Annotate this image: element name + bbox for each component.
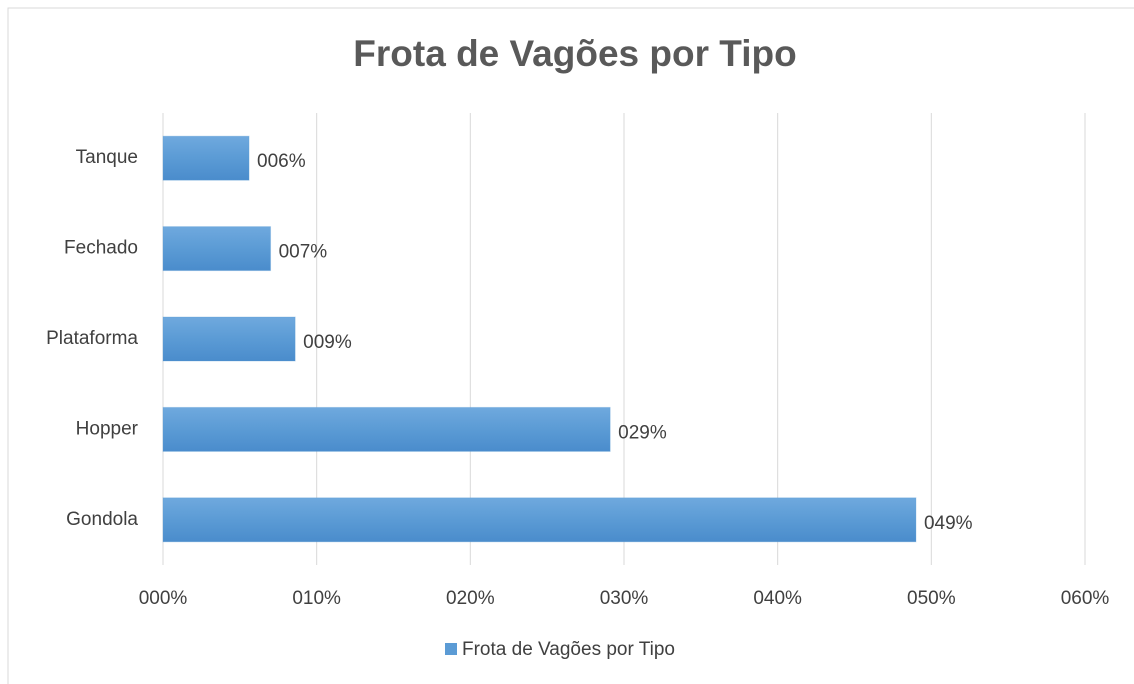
data-label: 007%: [279, 242, 328, 263]
bar: [162, 497, 917, 543]
y-tick-label: Gondola: [66, 509, 138, 530]
bar: [162, 135, 250, 181]
data-label: 009%: [303, 332, 352, 353]
bar: [162, 316, 296, 362]
x-tick-label: 050%: [907, 588, 956, 609]
data-label: 049%: [924, 513, 973, 534]
y-tick-label: Fechado: [64, 238, 138, 259]
bar: [162, 406, 611, 452]
y-tick-label: Tanque: [76, 147, 138, 168]
y-tick-label: Hopper: [76, 418, 139, 439]
x-tick-label: 000%: [139, 588, 188, 609]
bar: [162, 226, 272, 272]
data-label: 029%: [618, 422, 667, 443]
x-tick-label: 040%: [753, 588, 802, 609]
x-tick-label: 030%: [600, 588, 649, 609]
x-tick-label: 060%: [1061, 588, 1110, 609]
x-tick-label: 020%: [446, 588, 495, 609]
x-tick-label: 010%: [292, 588, 341, 609]
data-label: 006%: [257, 151, 306, 172]
y-tick-label: Plataforma: [46, 328, 138, 349]
legend-swatch: [445, 643, 457, 655]
legend-label: Frota de Vagões por Tipo: [462, 639, 675, 660]
chart-border: [7, 7, 1134, 684]
chart-title: Frota de Vagões por Tipo: [353, 33, 796, 74]
